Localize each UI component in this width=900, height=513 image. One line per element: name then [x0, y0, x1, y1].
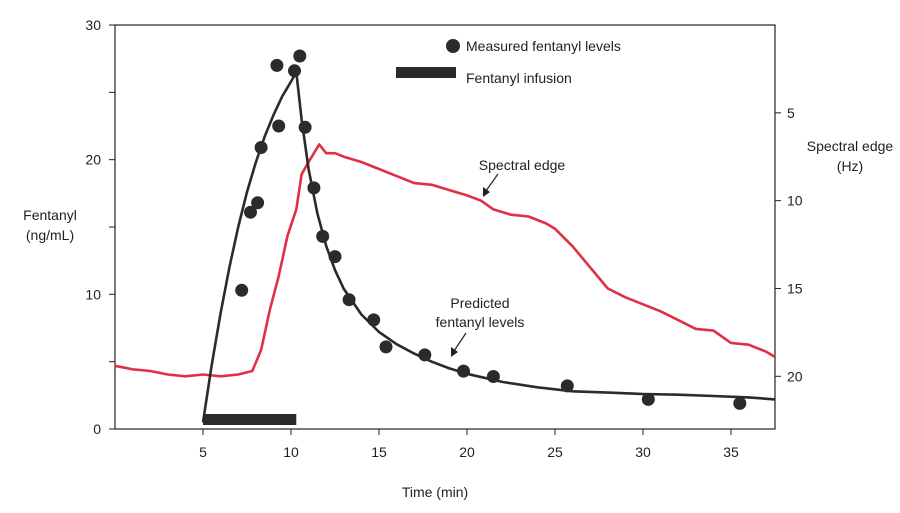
y2-tick-label: 20 — [787, 368, 803, 384]
infusion-bar — [203, 414, 297, 425]
x-tick-label: 35 — [723, 444, 739, 460]
measured-point — [733, 396, 747, 410]
x-axis-title: Time (min) — [402, 484, 468, 500]
measured-point — [298, 120, 312, 134]
legend-bar-marker — [396, 67, 456, 78]
annotation-spectral-edge: Spectral edge — [479, 157, 566, 197]
y2-tick-label: 5 — [787, 105, 795, 121]
measured-point — [254, 141, 268, 154]
x-tick-label: 15 — [371, 444, 387, 460]
measured-point — [367, 313, 381, 327]
y-tick-label: 30 — [85, 17, 101, 33]
measured-point — [272, 119, 286, 133]
annotation-spectral-edge-label: Spectral edge — [479, 157, 566, 173]
x-tick-label: 10 — [283, 444, 299, 460]
measured-point — [270, 58, 284, 72]
y-axis-title-line-1: Fentanyl — [23, 207, 77, 223]
legend: Measured fentanyl levels Fentanyl infusi… — [396, 38, 621, 86]
predicted-fentanyl-line — [201, 70, 776, 423]
annotation-predicted-line-1: Predicted — [450, 295, 509, 311]
legend-label-measured: Measured fentanyl levels — [466, 38, 621, 54]
x-tick-label: 30 — [635, 444, 651, 460]
y-axis-title: Fentanyl (ng/mL) — [23, 207, 77, 243]
measured-point — [560, 379, 574, 393]
annotation-predicted-line-2: fentanyl levels — [436, 314, 525, 330]
x-tick-label: 5 — [199, 444, 207, 460]
measured-point — [251, 196, 265, 210]
y-axis-title-line-2: (ng/mL) — [26, 227, 74, 243]
y2-axis-title-line-2: (Hz) — [837, 158, 863, 174]
measured-point — [288, 64, 301, 78]
annotation-spectral-edge-arrowhead — [483, 187, 490, 197]
legend-label-infusion: Fentanyl infusion — [466, 70, 572, 86]
measured-point — [418, 348, 432, 362]
y-tick-label: 0 — [93, 421, 101, 437]
measured-point — [307, 181, 321, 195]
y2-axis-title: Spectral edge (Hz) — [807, 138, 894, 174]
annotation-predicted-arrowhead — [451, 347, 458, 357]
measured-point — [641, 392, 655, 406]
x-tick-label: 25 — [547, 444, 563, 460]
measured-point — [457, 364, 470, 378]
series-layer — [114, 49, 776, 425]
measured-point — [486, 370, 500, 383]
measured-point — [244, 205, 257, 219]
y-tick-label: 20 — [85, 152, 101, 168]
y2-axis-title-line-1: Spectral edge — [807, 138, 894, 154]
legend-dot-marker — [446, 39, 460, 53]
spectral-edge-line — [114, 143, 776, 378]
ticks-layer: 5 10 15 20 25 30 35 0 10 20 30 5 10 15 20 — [85, 17, 802, 460]
plot-frame — [114, 24, 776, 430]
measured-point — [293, 49, 307, 63]
y2-tick-label: 15 — [787, 280, 803, 296]
measured-point — [235, 283, 249, 297]
measured-point — [328, 250, 342, 264]
y2-tick-label: 10 — [787, 193, 803, 209]
x-tick-label: 20 — [459, 444, 475, 460]
measured-point — [316, 229, 330, 243]
y-tick-label: 10 — [85, 286, 101, 302]
measured-point — [342, 293, 356, 307]
annotation-predicted: Predicted fentanyl levels — [436, 295, 525, 357]
measured-point — [379, 340, 393, 354]
